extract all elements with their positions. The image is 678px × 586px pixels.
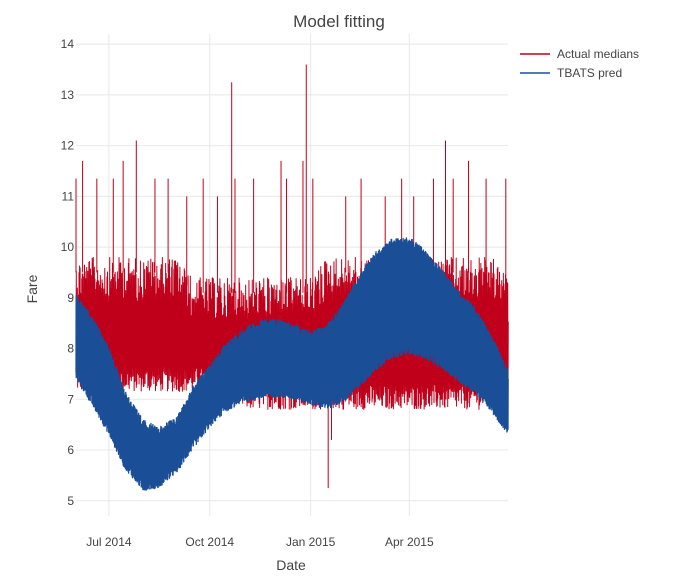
x-tick-label: Jul 2014 xyxy=(86,535,132,549)
y-tick-label: 12 xyxy=(61,139,75,153)
legend-label-actual-medians: Actual medians xyxy=(557,47,639,61)
y-tick-label: 5 xyxy=(67,494,74,508)
x-axis-title: Date xyxy=(276,557,306,573)
y-axis-title: Fare xyxy=(24,274,40,303)
y-axis-ticks: 5 6 7 8 9 10 11 12 13 14 xyxy=(61,37,75,508)
y-tick-label: 13 xyxy=(61,88,75,102)
y-tick-label: 8 xyxy=(67,342,74,356)
plot-area xyxy=(75,64,509,491)
x-tick-label: Oct 2014 xyxy=(185,535,234,549)
x-tick-label: Jan 2015 xyxy=(286,535,336,549)
y-tick-label: 7 xyxy=(67,392,74,406)
legend-item-actual-medians[interactable]: Actual medians xyxy=(520,47,639,61)
y-tick-label: 10 xyxy=(61,240,75,254)
y-tick-label: 14 xyxy=(61,37,75,51)
y-tick-label: 9 xyxy=(67,291,74,305)
legend[interactable]: Actual medians TBATS pred xyxy=(520,47,639,80)
legend-item-tbats-pred[interactable]: TBATS pred xyxy=(520,66,622,80)
legend-label-tbats-pred: TBATS pred xyxy=(557,66,622,80)
y-tick-label: 11 xyxy=(62,189,75,203)
x-axis-ticks: Jul 2014 Oct 2014 Jan 2015 Apr 2015 xyxy=(86,535,434,549)
y-tick-label: 6 xyxy=(67,443,74,457)
series-tbats-pred xyxy=(75,237,509,491)
tbats-pred-line xyxy=(75,237,509,491)
chart-title: Model fitting xyxy=(293,12,385,31)
x-tick-label: Apr 2015 xyxy=(385,535,434,549)
